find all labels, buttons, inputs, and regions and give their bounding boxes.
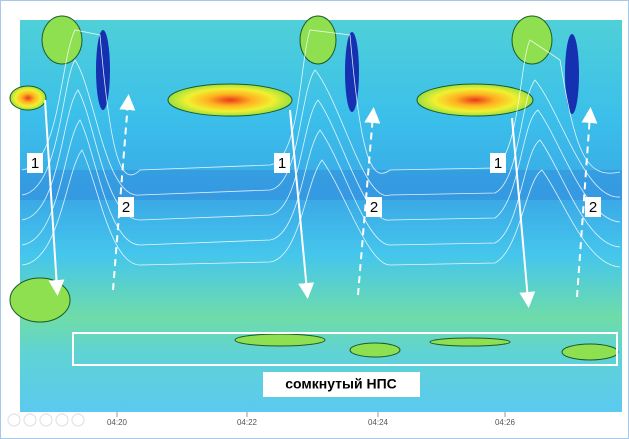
arrow-label: 1 bbox=[31, 155, 39, 172]
axis-strip bbox=[20, 412, 622, 432]
region-label-box bbox=[263, 372, 420, 397]
x-ticks bbox=[116, 412, 506, 417]
heatmap-features bbox=[9, 15, 622, 361]
x-tick-label: 04:22 bbox=[237, 418, 258, 427]
arrow-label-boxes bbox=[27, 153, 601, 217]
arrow-label: 1 bbox=[278, 155, 286, 172]
x-tick-label: 04:24 bbox=[368, 418, 389, 427]
x-tick-label: 04:20 bbox=[107, 418, 128, 427]
x-tick-label: 04:26 bbox=[495, 418, 516, 427]
region-label: сомкнутый НПС bbox=[285, 376, 397, 392]
trace-lines bbox=[21, 29, 621, 268]
arrow-label: 2 bbox=[370, 199, 378, 216]
toolbar-icons bbox=[7, 413, 85, 427]
arrow-label: 2 bbox=[122, 199, 130, 216]
arrow-label: 2 bbox=[589, 199, 597, 216]
arrow-label: 1 bbox=[494, 155, 502, 172]
arrows bbox=[44, 94, 598, 308]
region-box bbox=[72, 332, 618, 366]
